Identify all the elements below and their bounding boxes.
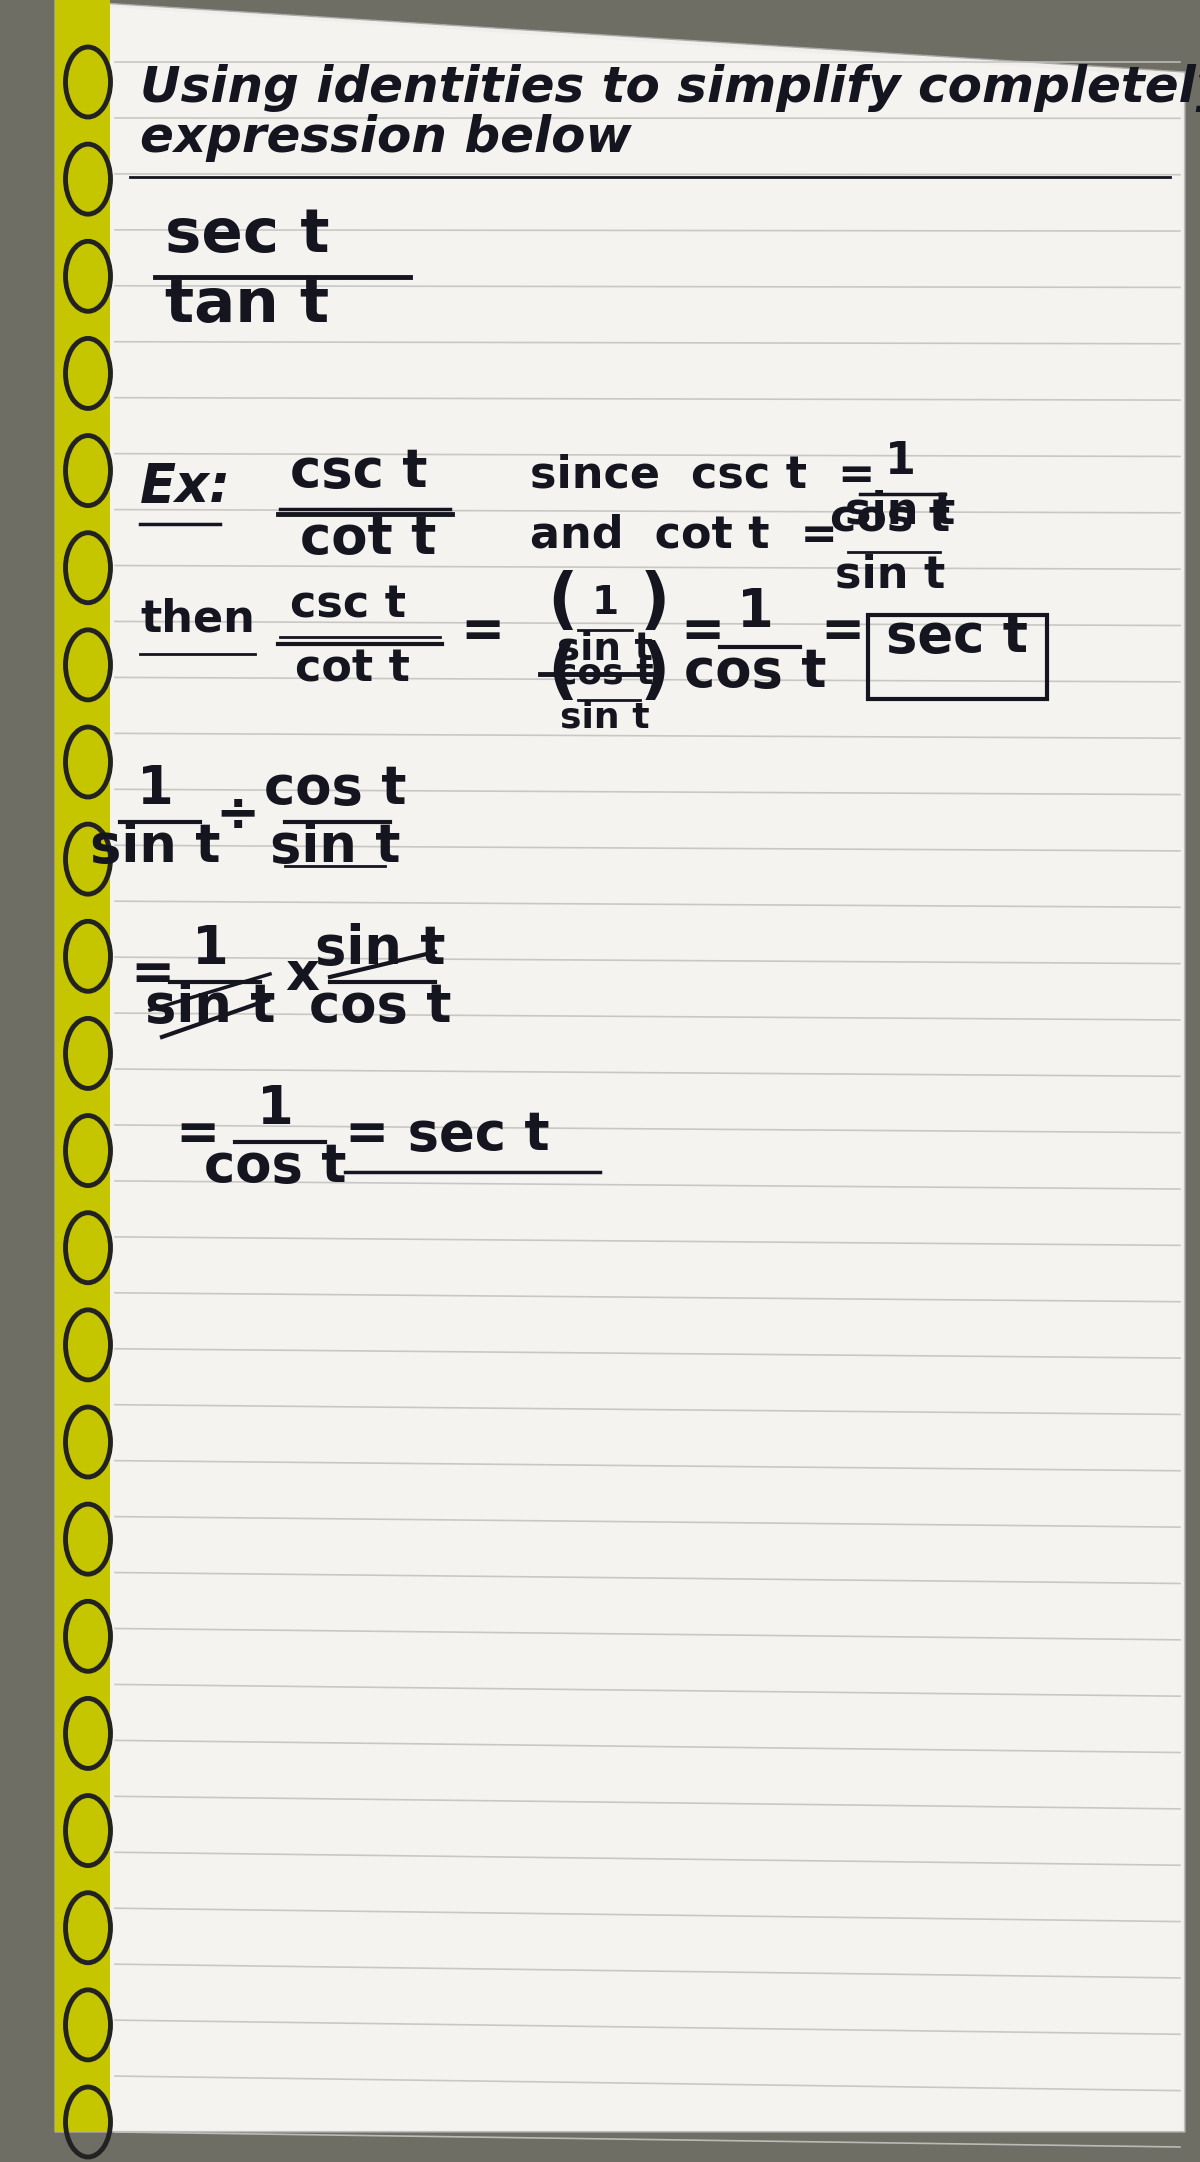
Text: cos t: cos t (556, 657, 654, 692)
Text: sin t: sin t (845, 491, 955, 534)
Text: Using identities to simplify completely trigonometric: Using identities to simplify completely … (140, 65, 1200, 112)
Text: cos t: cos t (264, 763, 407, 815)
Polygon shape (110, 6, 1182, 2130)
Text: (: ( (547, 640, 577, 707)
Text: ÷: ÷ (215, 789, 259, 841)
Bar (55, 0, 110, 2132)
Text: sin t: sin t (835, 553, 946, 597)
Text: sec t: sec t (887, 612, 1028, 664)
Text: x: x (286, 949, 319, 1001)
Text: cot t: cot t (300, 512, 437, 564)
Text: =: = (130, 949, 174, 1001)
Text: cos t: cos t (684, 646, 827, 698)
Text: sin t: sin t (314, 923, 445, 975)
Text: sin t: sin t (90, 822, 221, 873)
Text: csc t: csc t (290, 584, 406, 627)
Text: then: then (140, 599, 254, 640)
Text: sin t: sin t (557, 629, 653, 668)
Text: =: = (460, 605, 504, 657)
Text: ): ) (640, 640, 671, 707)
Text: 1: 1 (192, 923, 228, 975)
Text: 1: 1 (257, 1083, 293, 1135)
Text: cos t: cos t (308, 982, 451, 1033)
Text: sec t: sec t (166, 205, 330, 266)
Text: sin t: sin t (145, 982, 275, 1033)
Text: expression below: expression below (140, 115, 631, 162)
Text: since  csc t  =: since csc t = (530, 454, 875, 495)
Text: sin t: sin t (270, 822, 401, 873)
Text: csc t: csc t (290, 445, 427, 497)
Text: sin t: sin t (560, 700, 650, 735)
Text: 1: 1 (137, 763, 173, 815)
Text: ): ) (640, 571, 671, 636)
Text: =: = (820, 605, 864, 657)
Text: =: = (680, 605, 725, 657)
Text: and  cot t  =: and cot t = (530, 512, 838, 556)
Text: cos t: cos t (204, 1142, 347, 1193)
Text: 1: 1 (592, 584, 618, 623)
Text: 1: 1 (884, 441, 916, 482)
Text: 1: 1 (737, 586, 773, 638)
Text: tan t: tan t (166, 277, 329, 335)
Text: =: = (175, 1109, 220, 1161)
Text: = sec t: = sec t (346, 1109, 550, 1161)
Text: Ex:: Ex: (140, 461, 232, 512)
Text: (: ( (547, 571, 577, 636)
Text: cot t: cot t (295, 649, 410, 692)
Polygon shape (55, 0, 1186, 2132)
Text: cos t: cos t (830, 497, 950, 540)
